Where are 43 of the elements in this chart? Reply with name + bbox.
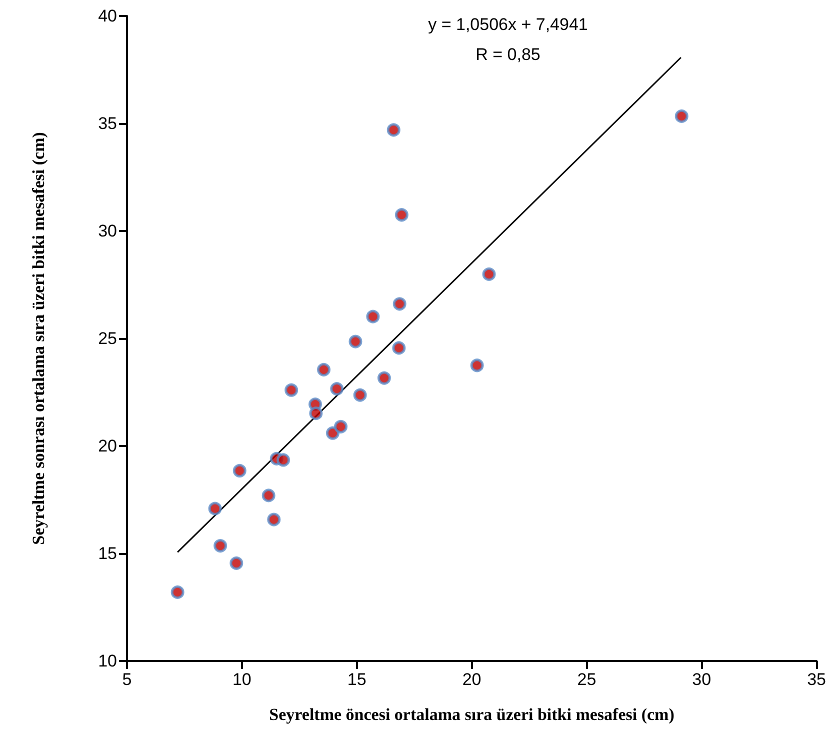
y-tick-label: 30	[98, 222, 117, 240]
y-axis-title: Seyreltme sonrası ortalama sıra üzeri bitki mesafesi (cm)	[29, 132, 48, 545]
point	[232, 464, 246, 478]
point	[334, 420, 348, 434]
point	[386, 123, 400, 137]
x-tick-label: 25	[577, 670, 596, 689]
point	[348, 334, 362, 348]
y-tick-label: 40	[98, 6, 117, 26]
point	[394, 208, 408, 222]
point	[326, 426, 340, 440]
point	[392, 297, 406, 311]
point	[208, 502, 222, 516]
point	[392, 341, 406, 355]
point	[309, 406, 323, 420]
point	[284, 383, 298, 397]
x-tick-label: 15	[347, 670, 366, 689]
y-tick-label: 35	[98, 114, 117, 133]
point	[353, 388, 367, 402]
point	[366, 310, 380, 324]
point	[470, 358, 484, 372]
point	[377, 371, 391, 385]
point	[276, 453, 290, 467]
point	[230, 556, 244, 570]
x-tick-label: 30	[692, 670, 712, 689]
point	[330, 382, 344, 396]
annotation: y = 1,0506x + 7,4941	[428, 15, 588, 34]
point	[267, 512, 281, 526]
x-tick-label: 20	[462, 670, 482, 689]
x-tick-label: 35	[807, 670, 826, 689]
x-tick-label: 10	[232, 670, 252, 689]
point	[170, 585, 184, 599]
y-tick-label: 25	[98, 329, 117, 348]
point	[262, 488, 276, 502]
annotation: R = 0,85	[476, 45, 540, 64]
x-axis-title: Seyreltme öncesi ortalama sıra üzeri bitki mesafesi (cm)	[269, 705, 674, 724]
x-tick-label: 5	[122, 670, 132, 689]
point	[214, 539, 228, 553]
point	[317, 362, 330, 376]
y-tick-label: 20	[98, 436, 117, 456]
point	[482, 267, 496, 281]
y-tick-label: 15	[98, 544, 117, 563]
point	[674, 109, 688, 123]
y-tick-label: 10	[98, 652, 117, 670]
